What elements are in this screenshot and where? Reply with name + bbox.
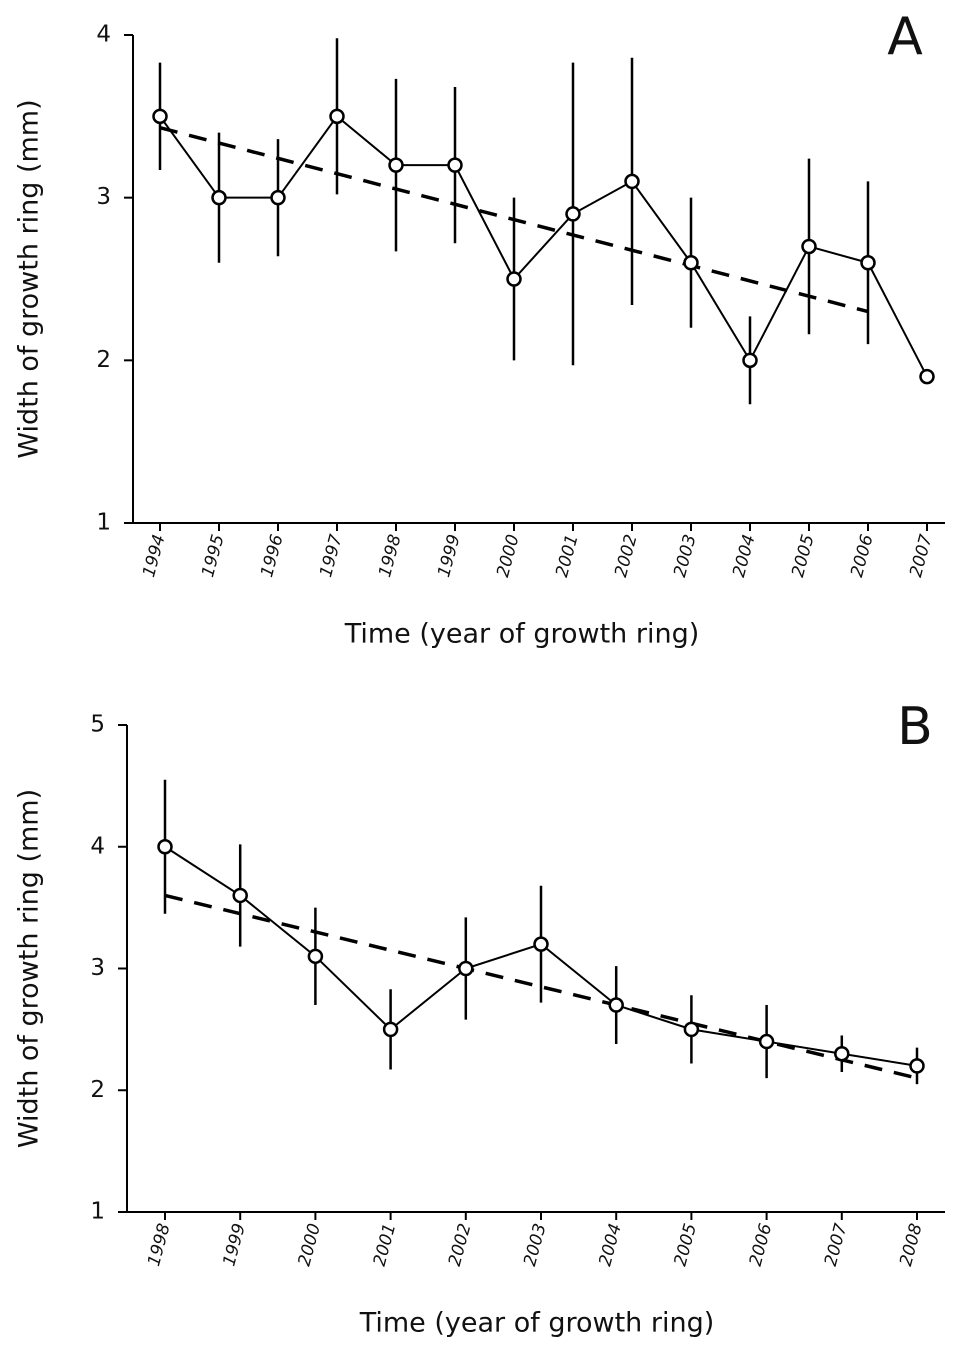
y-tick-label: 3	[96, 184, 111, 210]
x-tick-label: 2002	[445, 1221, 476, 1268]
y-tick-label: 4	[90, 833, 105, 859]
x-tick-label: 2006	[746, 1221, 777, 1268]
x-axis-label: Time (year of growth ring)	[344, 619, 700, 650]
x-tick-label: 1998	[375, 532, 406, 579]
data-point	[683, 254, 699, 271]
data-point	[860, 254, 876, 271]
data-point	[834, 1045, 850, 1062]
x-tick-label: 2008	[896, 1221, 927, 1268]
x-tick-label: 2006	[847, 532, 878, 579]
x-tick-label: 2005	[671, 1221, 702, 1268]
x-tick-label: 2003	[520, 1221, 551, 1268]
y-axis-label: Width of growth ring (mm)	[14, 789, 45, 1148]
x-tick-label: 2001	[552, 532, 583, 579]
x-axis-label: Time (year of growth ring)	[359, 1308, 715, 1339]
panel-label: B	[897, 697, 933, 757]
x-tick-label: 2000	[493, 532, 524, 579]
data-point	[608, 997, 624, 1013]
data-point	[157, 839, 173, 855]
x-tick-label: 2004	[595, 1221, 626, 1268]
data-point	[270, 189, 286, 206]
data-point	[624, 173, 640, 190]
y-tick-label: 1	[96, 510, 111, 536]
data-point	[506, 271, 522, 287]
x-tick-label: 2000	[295, 1221, 326, 1268]
x-tick-label: 1998	[144, 1221, 175, 1268]
trend-line	[164, 893, 918, 1080]
x-tick-label: 1996	[257, 532, 288, 579]
data-point	[307, 948, 324, 965]
panel-label: A	[887, 7, 923, 67]
x-tick-label: 1995	[198, 532, 229, 579]
data-point	[458, 960, 474, 977]
data-point	[447, 157, 463, 173]
data-point	[919, 368, 935, 385]
data-point	[742, 352, 758, 369]
data-point	[533, 936, 549, 952]
y-tick-label: 1	[90, 1199, 105, 1225]
data-point	[565, 206, 581, 222]
y-tick-label: 3	[90, 955, 105, 981]
data-point	[801, 238, 817, 255]
data-point	[758, 1033, 775, 1050]
data-point	[211, 189, 227, 206]
y-axis-label: Width of growth ring (mm)	[14, 99, 45, 458]
y-tick-label: 4	[96, 22, 111, 48]
data-point	[232, 887, 248, 904]
x-tick-label: 2005	[788, 532, 819, 579]
x-tick-label: 2004	[729, 532, 760, 579]
x-tick-label: 1999	[219, 1221, 250, 1268]
x-tick-label: 1997	[316, 532, 347, 579]
data-point	[152, 108, 168, 125]
y-tick-label: 5	[90, 712, 105, 738]
data-point	[388, 157, 404, 173]
y-tick-label: 2	[90, 1077, 105, 1103]
data-point	[683, 1021, 700, 1038]
x-tick-label: 1999	[434, 532, 465, 579]
data-line	[159, 114, 928, 378]
x-tick-label: 2001	[370, 1221, 401, 1268]
x-tick-label: 2007	[906, 532, 937, 579]
data-point	[909, 1058, 925, 1074]
data-point	[329, 108, 345, 125]
x-tick-label: 1994	[139, 532, 170, 579]
x-tick-label: 2002	[611, 532, 642, 579]
y-tick-label: 2	[96, 347, 111, 373]
data-point	[382, 1021, 399, 1038]
x-tick-label: 2003	[670, 532, 701, 579]
x-tick-label: 2007	[821, 1221, 852, 1268]
